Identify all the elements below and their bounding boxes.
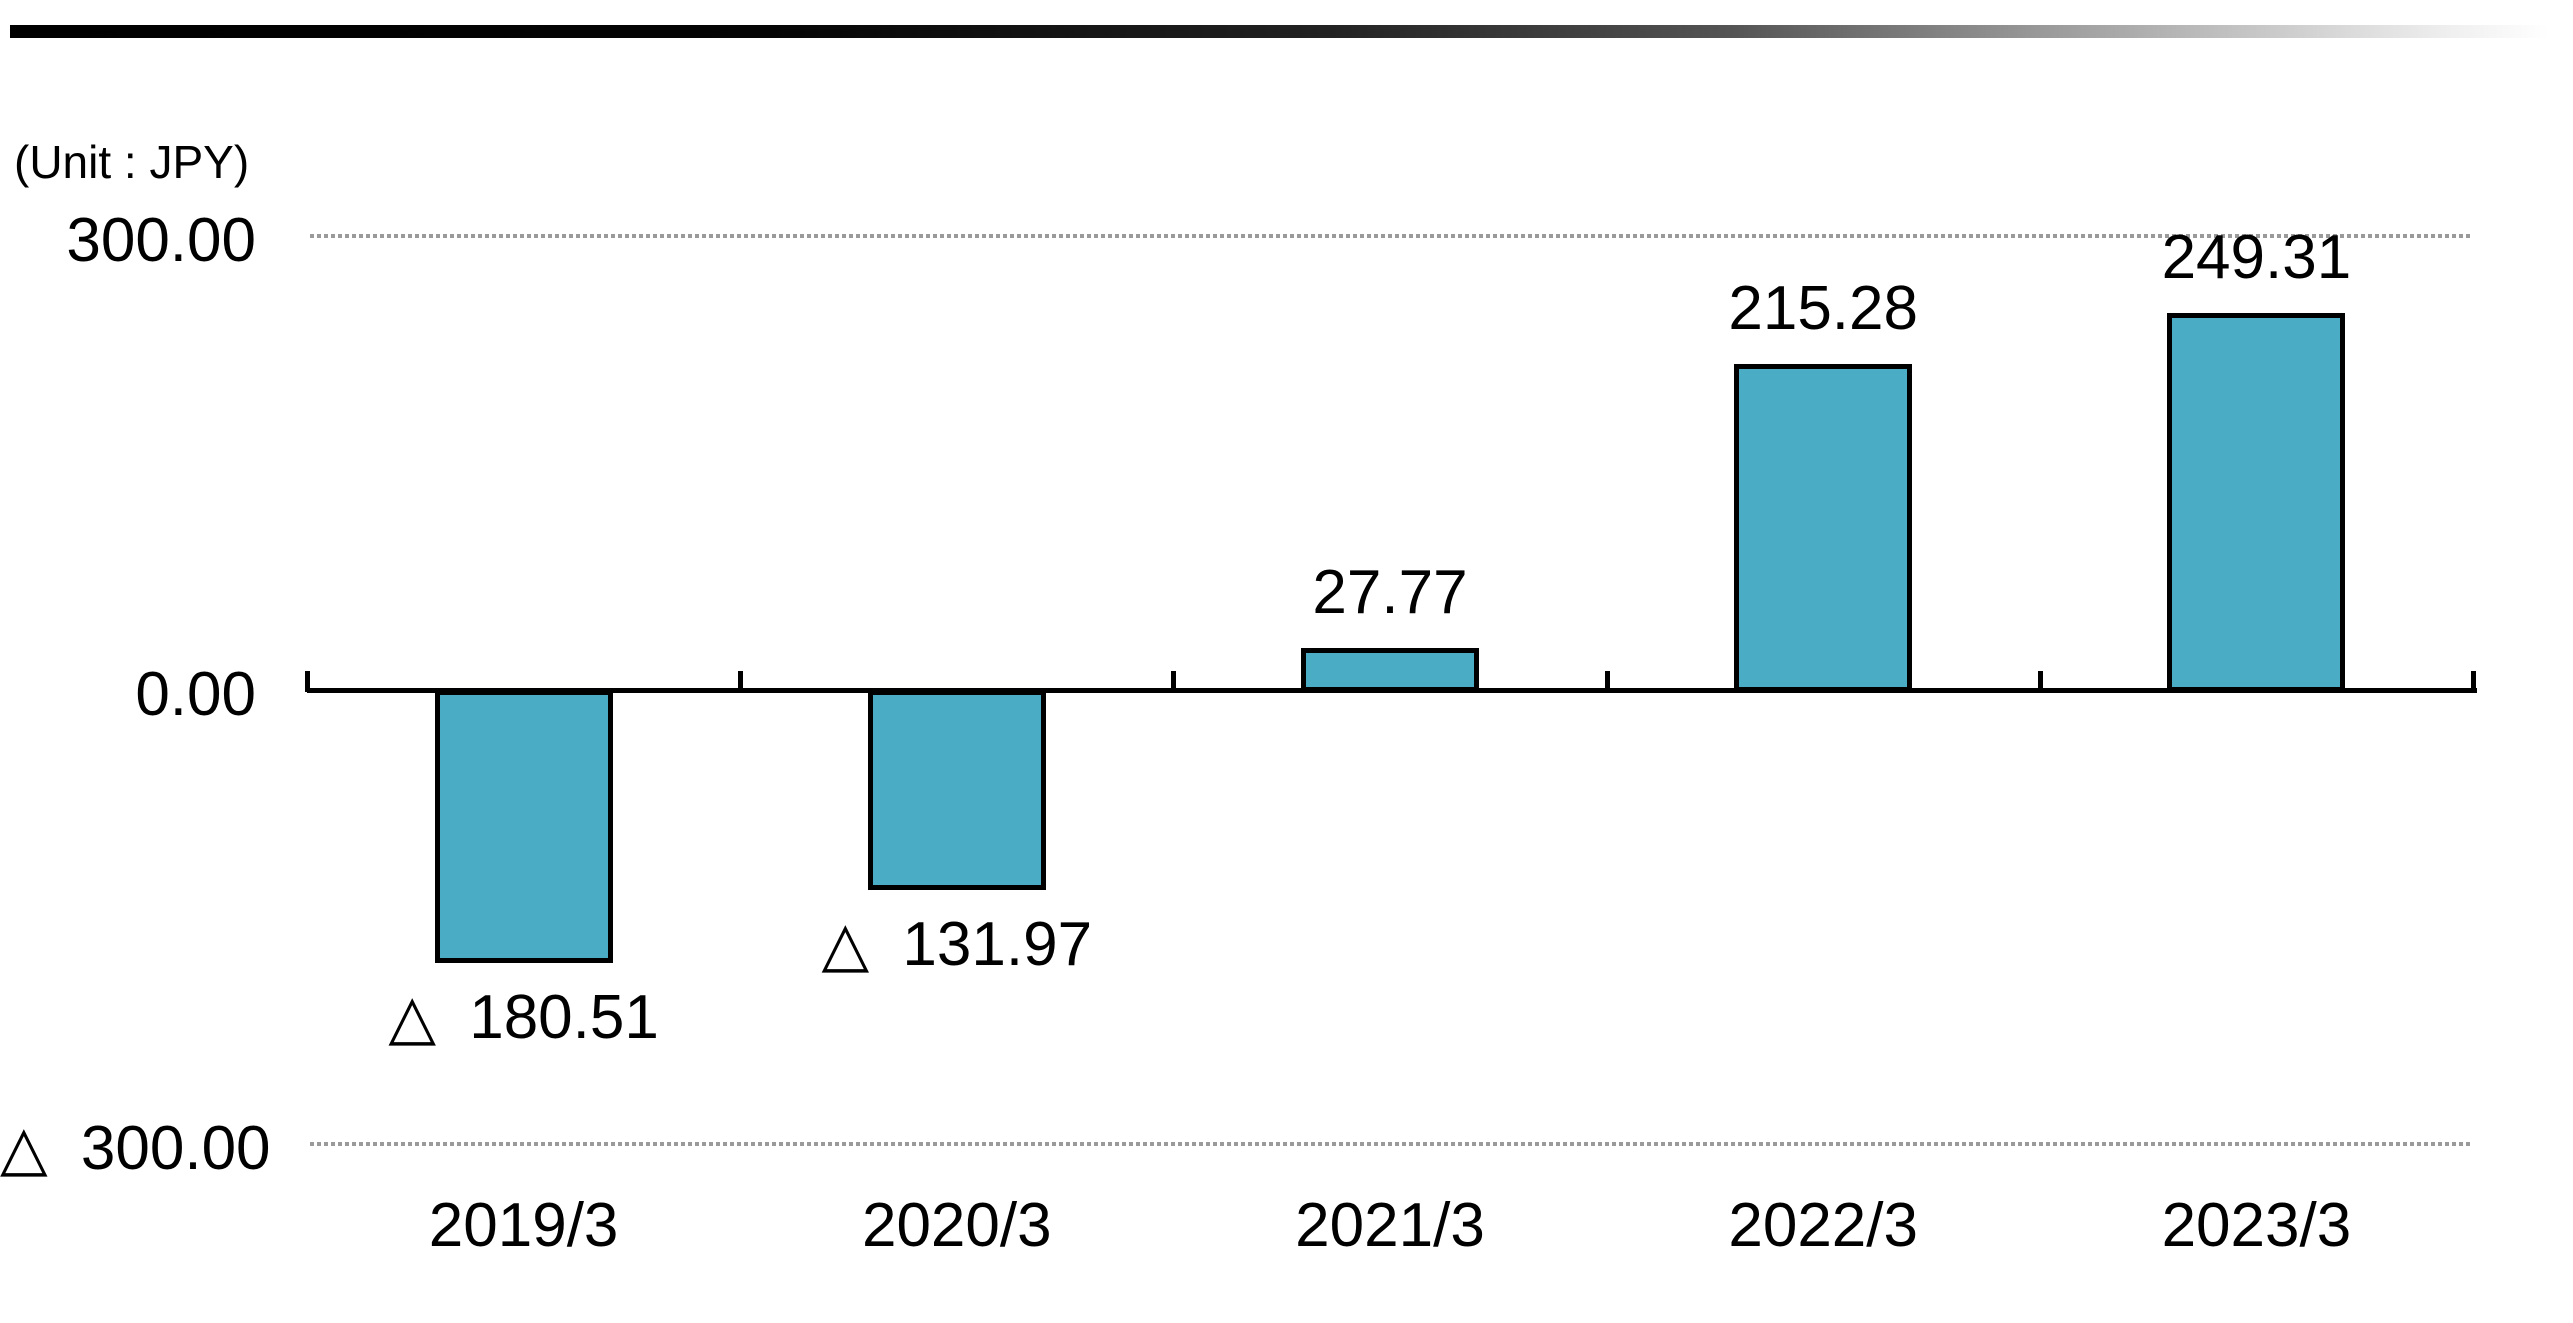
category-label: 2019/3 — [428, 1191, 619, 1260]
bar — [2167, 312, 2346, 692]
header-accent-bar — [10, 25, 2550, 38]
x-axis-tick — [1604, 671, 1610, 692]
value-label: △ 180.51 — [388, 983, 659, 1053]
unit-label: (Unit : JPY) — [14, 136, 250, 188]
y-tick-label: △ 300.00 — [0, 1114, 271, 1183]
x-axis-tick — [1171, 671, 1177, 692]
x-axis-tick — [2471, 671, 2476, 692]
value-label: 215.28 — [1728, 274, 1918, 344]
bar — [1301, 647, 1479, 692]
y-tick-label: 0.00 — [135, 660, 256, 729]
x-axis-tick — [738, 671, 744, 692]
bar — [1734, 364, 1913, 692]
category-label: 2023/3 — [2161, 1191, 2352, 1260]
y-gridline — [310, 234, 2473, 238]
value-label: 27.77 — [1312, 557, 1468, 627]
category-label: 2022/3 — [1728, 1191, 1918, 1260]
y-tick-label: 300.00 — [66, 206, 256, 275]
bar — [434, 690, 613, 964]
category-label: 2021/3 — [1295, 1191, 1485, 1260]
x-axis-tick — [2037, 671, 2043, 692]
bar — [867, 690, 1046, 890]
category-label: 2020/3 — [861, 1191, 1052, 1260]
x-axis-tick — [305, 671, 310, 692]
value-label: 249.31 — [2161, 222, 2352, 292]
y-gridline — [310, 1142, 2473, 1146]
value-label: △ 131.97 — [821, 909, 1093, 979]
